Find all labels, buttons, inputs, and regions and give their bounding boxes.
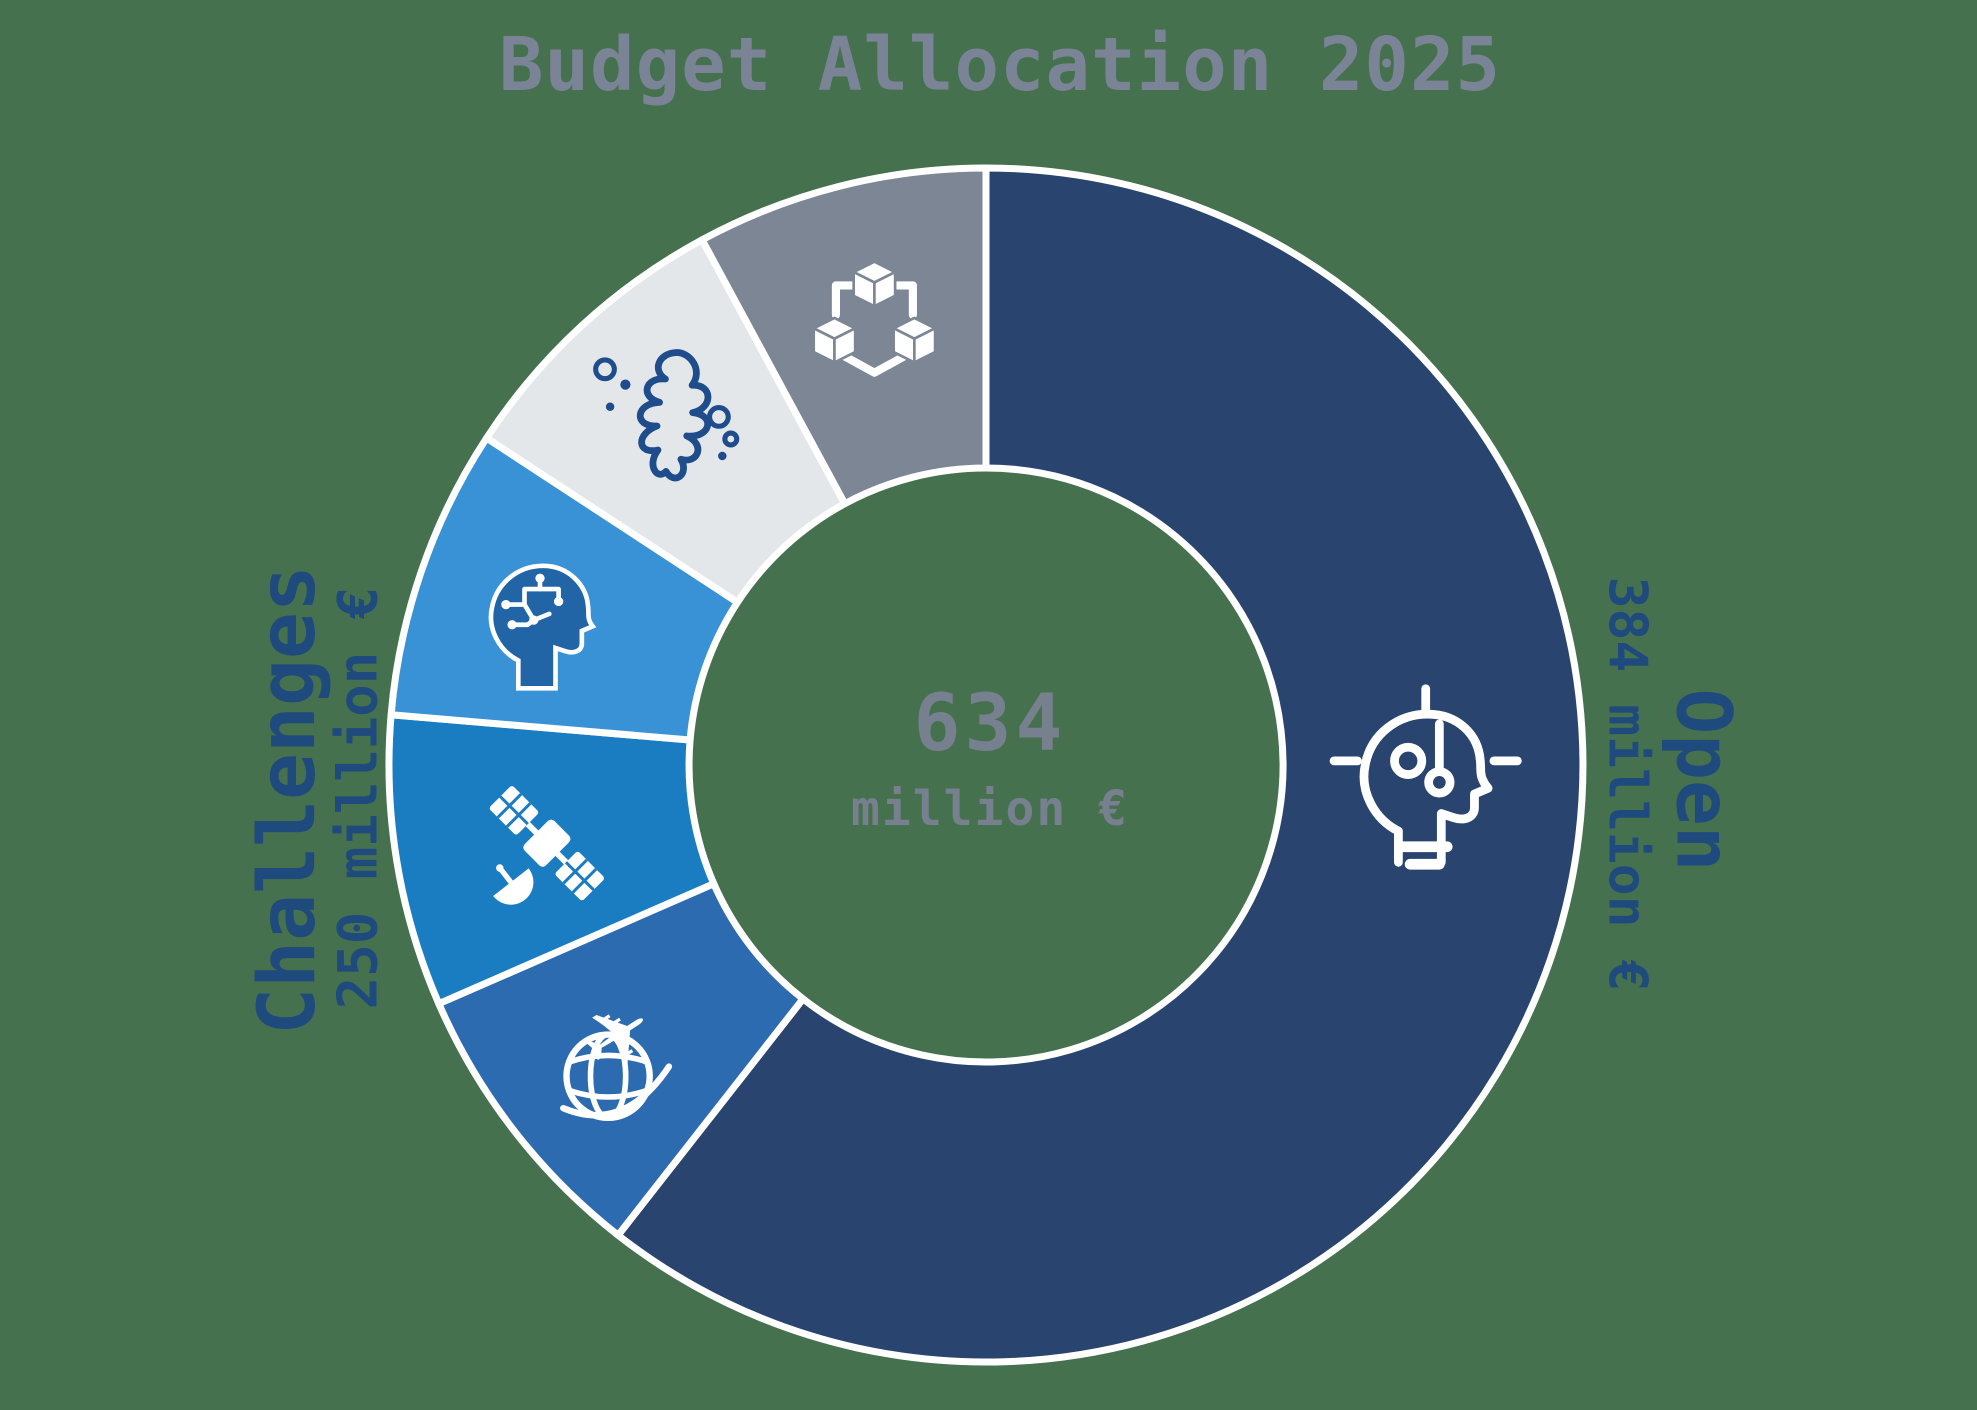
label-challenges: Challenges: [243, 565, 333, 1035]
segment-open: [614, 164, 1587, 1366]
total-unit: million €: [850, 781, 1130, 837]
label-open-amount: 384 million €: [1596, 576, 1658, 992]
total-value: 634: [913, 679, 1067, 769]
donut-center-total: 634 million €: [851, 679, 1129, 837]
label-open: Open: [1659, 688, 1749, 872]
label-challenges-amount: 250 million €: [326, 586, 390, 1010]
page-title: Budget Allocation 2025: [498, 22, 1502, 108]
